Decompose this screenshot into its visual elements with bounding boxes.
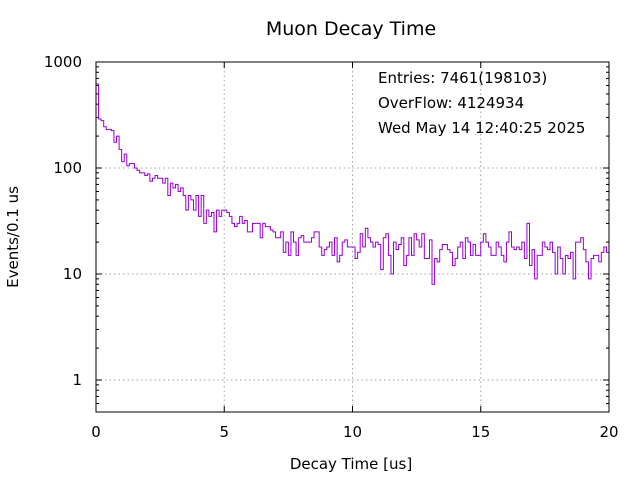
tick-labels: 0 5 10 15 20 1 10 100 1000 [44, 53, 619, 441]
plot-frame [95, 61, 610, 413]
x-tick-label: 0 [91, 423, 101, 441]
y-axis-label: Events/0.1 us [4, 186, 22, 288]
y-tick-label: 1000 [44, 53, 82, 71]
grid [96, 62, 609, 412]
y-tick-label: 1 [72, 371, 82, 389]
overflow-text: OverFlow: 4124934 [378, 94, 524, 112]
y-tick-label: 10 [63, 265, 82, 283]
x-tick-label: 10 [343, 423, 362, 441]
histogram-series-line [96, 83, 609, 285]
x-tick-label: 5 [219, 423, 229, 441]
x-axis-label: Decay Time [us] [290, 455, 412, 473]
x-tick-label: 15 [471, 423, 490, 441]
chart-title: Muon Decay Time [266, 18, 436, 40]
date-text: Wed May 14 12:40:25 2025 [378, 119, 585, 137]
entries-text: Entries: 7461(198103) [378, 69, 547, 87]
y-tick-label: 100 [53, 159, 82, 177]
x-tick-label: 20 [599, 423, 618, 441]
